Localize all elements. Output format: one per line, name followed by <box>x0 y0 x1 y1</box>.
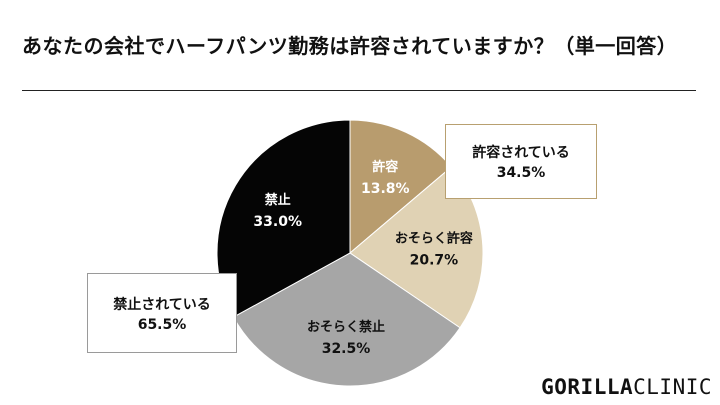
slice-label: 禁止 <box>265 192 291 208</box>
chart-title: あなたの会社でハーフパンツ勤務は許容されていますか？（単一回答） <box>22 34 678 58</box>
slice-value-label: 33.0% <box>253 214 302 230</box>
group-label: 禁止されている <box>113 297 211 313</box>
group-label: 許容されている <box>472 145 570 161</box>
slice-value-label: 20.7% <box>410 253 459 269</box>
title-divider <box>22 90 696 91</box>
group-callout-allowed: 許容されている 34.5% <box>445 124 597 199</box>
slice-label: おそらく許容 <box>395 231 473 247</box>
slice-value-label: 32.5% <box>322 341 371 357</box>
group-value: 34.5% <box>496 165 546 181</box>
group-value: 65.5% <box>137 317 187 333</box>
group-callout-prohibited: 禁止されている 65.5% <box>87 273 237 353</box>
slice-label: 許容 <box>372 159 398 175</box>
slice-label: おそらく禁止 <box>307 319 385 335</box>
slice-value-label: 13.8% <box>361 181 410 197</box>
brand-logo: GORILLACLINIC <box>541 375 712 399</box>
